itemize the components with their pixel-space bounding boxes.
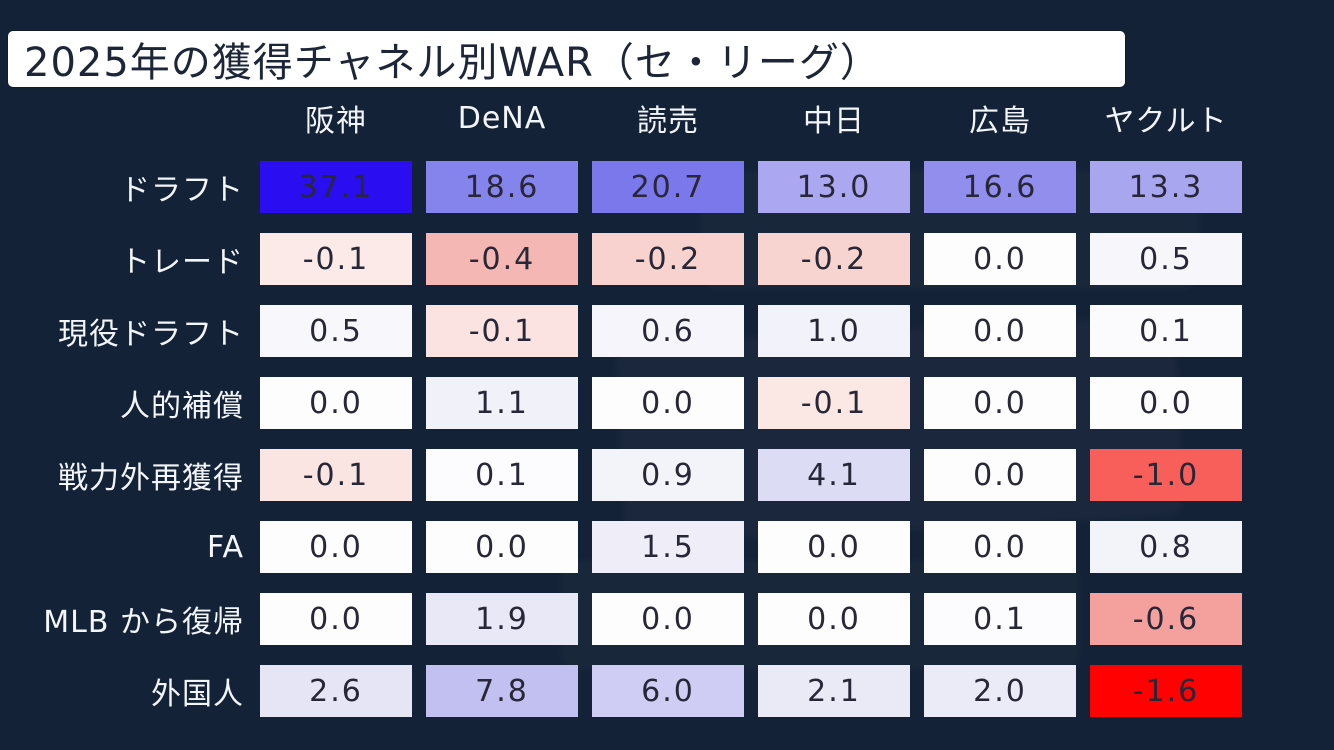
heatmap-cell: 13.0: [758, 161, 910, 213]
heatmap-cell: -0.6: [1090, 593, 1242, 645]
heatmap-cell: 0.0: [260, 521, 412, 573]
heatmap-cell: -0.1: [758, 377, 910, 429]
heatmap-cell: 0.8: [1090, 521, 1242, 573]
heatmap-cell: 0.0: [924, 521, 1076, 573]
heatmap-cell: 1.0: [758, 305, 910, 357]
heatmap-cell: 0.5: [260, 305, 412, 357]
heatmap-cell: 0.0: [758, 593, 910, 645]
column-header-5: 広島: [969, 104, 1031, 139]
corner-spacer: [0, 95, 246, 141]
heatmap-cell: 20.7: [592, 161, 744, 213]
column-header-6: ヤクルト: [1104, 104, 1228, 139]
heatmap-cell: 0.0: [592, 593, 744, 645]
column-header-3: 読売: [637, 104, 699, 139]
heatmap-cell: 0.0: [924, 377, 1076, 429]
heatmap-cell: 1.5: [592, 521, 744, 573]
heatmap-cell: 0.1: [1090, 305, 1242, 357]
column-header-2: DeNA: [457, 100, 547, 136]
heatmap-cell: 7.8: [426, 665, 578, 717]
heatmap-cell: 0.1: [426, 449, 578, 501]
page-title: 2025年の獲得チャネル別WAR（セ・リーグ）: [24, 40, 881, 86]
heatmap-cell: -0.1: [426, 305, 578, 357]
row-label-8: 外国人: [151, 677, 244, 712]
heatmap-cell: -0.4: [426, 233, 578, 285]
heatmap-cell: 0.0: [924, 305, 1076, 357]
row-label-5: 戦力外再獲得: [58, 461, 244, 496]
heatmap-cell: 2.6: [260, 665, 412, 717]
heatmap-cell: 0.0: [592, 377, 744, 429]
heatmap-grid: 阪神 DeNA 読売 中日 広島 ヤクルトドラフト 37.1 18.6 20.7 13.0 16.6…: [0, 95, 1242, 717]
heatmap-cell: 0.0: [260, 593, 412, 645]
heatmap-cell: 6.0: [592, 665, 744, 717]
heatmap-cell: 0.1: [924, 593, 1076, 645]
row-label-7: MLB から復帰: [43, 605, 244, 640]
title-bar: 2025年の獲得チャネル別WAR（セ・リーグ）: [8, 31, 1125, 87]
heatmap-cell: 1.1: [426, 377, 578, 429]
row-label-4: 人的補償: [120, 389, 244, 424]
column-header-1: 阪神: [305, 104, 367, 139]
row-label-3: 現役ドラフト: [58, 317, 244, 352]
heatmap-cell: 13.3: [1090, 161, 1242, 213]
heatmap-cell: 0.0: [924, 233, 1076, 285]
heatmap-cell: -0.1: [260, 449, 412, 501]
heatmap-cell: 0.0: [924, 449, 1076, 501]
heatmap-cell: 0.0: [426, 521, 578, 573]
heatmap-cell: 37.1: [260, 161, 412, 213]
row-label-6: FA: [206, 529, 244, 565]
heatmap-cell: -1.6: [1090, 665, 1242, 717]
heatmap-cell: 0.0: [1090, 377, 1242, 429]
heatmap-cell: 2.0: [924, 665, 1076, 717]
heatmap-cell: -1.0: [1090, 449, 1242, 501]
heatmap-cell: 0.5: [1090, 233, 1242, 285]
row-label-1: ドラフト: [120, 173, 244, 208]
column-header-4: 中日: [803, 104, 865, 139]
heatmap-cell: 18.6: [426, 161, 578, 213]
heatmap-cell: 4.1: [758, 449, 910, 501]
heatmap-cell: -0.2: [758, 233, 910, 285]
row-label-2: トレード: [120, 245, 244, 280]
heatmap-cell: -0.2: [592, 233, 744, 285]
heatmap-cell: 0.0: [758, 521, 910, 573]
heatmap-cell: 1.9: [426, 593, 578, 645]
heatmap-cell: -0.1: [260, 233, 412, 285]
heatmap-cell: 2.1: [758, 665, 910, 717]
heatmap-cell: 0.9: [592, 449, 744, 501]
heatmap-cell: 0.6: [592, 305, 744, 357]
heatmap-cell: 16.6: [924, 161, 1076, 213]
heatmap-cell: 0.0: [260, 377, 412, 429]
